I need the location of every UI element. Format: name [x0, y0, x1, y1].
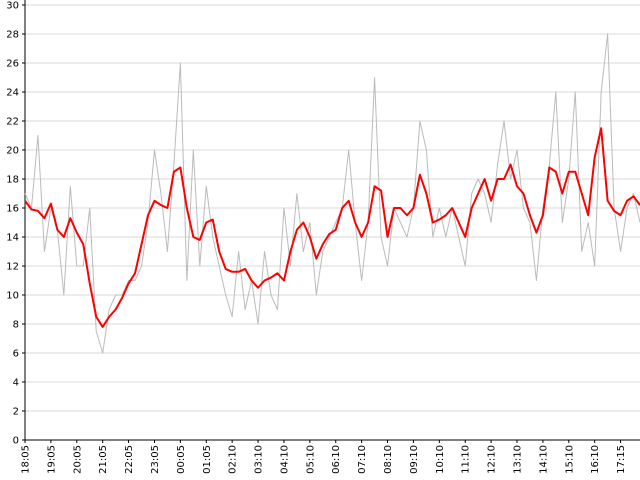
y-tick-label: 4 — [13, 378, 19, 389]
x-tick-label: 20:05 — [72, 445, 83, 474]
y-tick-label: 0 — [13, 436, 19, 447]
x-tick-label: 13:10 — [513, 445, 524, 474]
y-tick-label: 20 — [6, 146, 19, 157]
y-tick-label: 12 — [6, 262, 19, 273]
x-tick-label: 17:15 — [616, 445, 627, 474]
x-tick-label: 08:10 — [383, 445, 394, 474]
x-tick-label: 04:10 — [279, 445, 290, 474]
x-tick-label: 18:05 — [21, 445, 32, 474]
x-tick-label: 16:10 — [590, 445, 601, 474]
x-tick-label: 02:10 — [228, 445, 239, 474]
y-tick-label: 24 — [6, 88, 19, 99]
y-tick-label: 2 — [13, 407, 19, 418]
x-tick-label: 06:10 — [331, 445, 342, 474]
y-tick-label: 10 — [6, 291, 19, 302]
x-tick-label: 11:10 — [461, 445, 472, 474]
x-tick-label: 09:10 — [409, 445, 420, 474]
x-tick-label: 01:05 — [202, 445, 213, 474]
x-tick-label: 23:05 — [150, 445, 161, 474]
x-tick-label: 07:10 — [357, 445, 368, 474]
x-tick-label: 05:10 — [305, 445, 316, 474]
y-tick-label: 26 — [6, 59, 19, 70]
y-tick-label: 28 — [6, 30, 19, 41]
series-line — [24, 127, 640, 328]
series-line — [24, 33, 640, 354]
x-tick-label: 12:10 — [487, 445, 498, 474]
x-tick-label: 03:10 — [254, 445, 265, 474]
y-tick-label: 22 — [6, 117, 19, 128]
x-tick-label: 15:10 — [564, 445, 575, 474]
x-tick-label: 19:05 — [46, 445, 57, 474]
x-tick-label: 00:05 — [176, 445, 187, 474]
x-tick-label: 21:05 — [98, 445, 109, 474]
x-tick-label: 10:10 — [435, 445, 446, 474]
y-tick-label: 16 — [6, 204, 19, 215]
y-tick-label: 6 — [13, 349, 19, 360]
y-tick-label: 18 — [6, 175, 19, 186]
y-tick-label: 8 — [13, 320, 19, 331]
x-tick-label: 22:05 — [124, 445, 135, 474]
y-tick-label: 14 — [6, 233, 19, 244]
y-tick-label: 30 — [6, 1, 19, 12]
x-tick-label: 14:10 — [538, 445, 549, 474]
